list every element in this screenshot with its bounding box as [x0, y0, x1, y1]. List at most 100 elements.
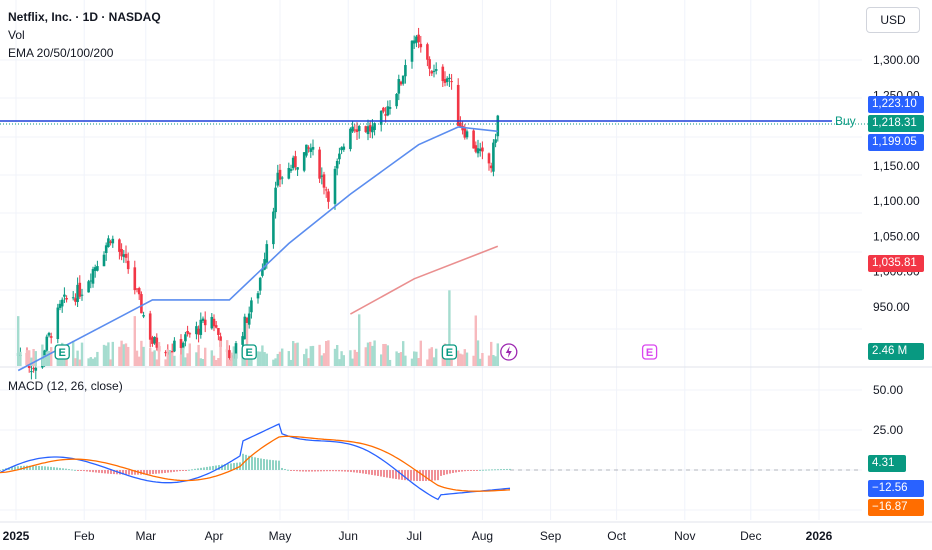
volume-bar — [281, 348, 284, 366]
macd-histogram-bar — [416, 470, 418, 481]
volume-bar — [318, 344, 321, 366]
candle-body — [58, 303, 62, 308]
macd-histogram-bar — [290, 470, 292, 471]
macd-histogram-bar — [197, 468, 199, 470]
volume-bar — [204, 347, 207, 366]
volume-bar — [94, 357, 97, 366]
candle-body — [93, 267, 97, 271]
candle-body — [386, 106, 390, 116]
candle-body — [47, 332, 51, 336]
buy-order-label[interactable]: Buy — [835, 114, 856, 128]
macd-histogram-bar — [14, 466, 16, 470]
volume-bar — [448, 290, 451, 366]
macd-histogram-bar — [146, 470, 148, 475]
macd-histogram-bar — [203, 467, 205, 470]
volume-bar — [384, 343, 387, 366]
macd-histogram-bar — [455, 470, 457, 473]
volume-bar — [17, 316, 20, 366]
volume-bar — [226, 340, 229, 366]
candle-body — [443, 79, 447, 83]
volume-bar — [364, 347, 367, 366]
volume-bar — [197, 344, 200, 366]
volume-bar — [47, 350, 51, 366]
ema-legend[interactable]: EMA 20/50/100/200 — [8, 46, 114, 60]
volume-bar — [325, 341, 328, 366]
candle-body — [364, 126, 368, 132]
macd-histogram-bar — [158, 470, 160, 474]
macd-histogram-bar — [383, 470, 385, 478]
candle-body — [186, 330, 189, 334]
macd-histogram-bar — [59, 467, 61, 470]
candle-body — [34, 367, 38, 371]
price-axis-tick: 1,050.00 — [873, 229, 920, 243]
macd-histogram-bar — [350, 470, 352, 473]
macd-legend[interactable]: MACD (12, 26, close) — [8, 379, 123, 393]
macd-histogram-bar — [113, 470, 115, 475]
macd-hist-badge: 4.31 — [868, 455, 906, 472]
macd-line-badge: −12.56 — [868, 480, 924, 497]
macd-histogram-bar — [344, 470, 346, 472]
volume-bar — [25, 350, 29, 366]
volume-legend[interactable]: Vol — [8, 28, 25, 42]
candle-body — [428, 59, 431, 69]
macd-histogram-bar — [236, 462, 238, 470]
candle-body — [43, 350, 46, 359]
macd-histogram-bar — [170, 470, 172, 473]
macd-histogram-bar — [50, 466, 52, 470]
candle-body — [463, 128, 467, 138]
macd-histogram-bar — [164, 470, 166, 473]
volume-bar — [494, 356, 497, 366]
volume-bar — [30, 357, 33, 366]
volume-bar — [151, 351, 154, 366]
candle-body — [371, 126, 374, 133]
volume-bar — [307, 358, 310, 366]
price-axis-tick: 1,300.00 — [873, 53, 920, 67]
candle-body — [412, 40, 416, 44]
macd-histogram-bar — [410, 470, 412, 481]
candle-body — [476, 148, 480, 154]
candle-body — [140, 294, 143, 314]
macd-histogram-bar — [248, 455, 250, 470]
macd-histogram-bar — [491, 469, 493, 471]
volume-bar — [261, 345, 264, 366]
candle-body — [340, 147, 343, 151]
volume-bar — [91, 358, 95, 366]
macd-histogram-bar — [308, 470, 310, 472]
candle-body — [397, 79, 401, 94]
candle-body — [120, 249, 123, 257]
macd-histogram-bar — [254, 457, 256, 470]
volume-bar — [461, 354, 464, 366]
candle-body — [426, 44, 429, 60]
candle-body — [199, 319, 203, 335]
candle-body — [214, 325, 218, 328]
volume-bar — [173, 355, 176, 366]
volume-bar — [135, 350, 139, 366]
volume-bar — [355, 351, 359, 366]
symbol-title[interactable]: Netflix, Inc. · 1D · NASDAQ — [8, 10, 161, 24]
macd-histogram-bar — [431, 470, 433, 481]
volume-bar — [157, 341, 161, 366]
currency-button[interactable]: USD — [866, 7, 920, 33]
candle-body — [256, 293, 260, 299]
macd-histogram-bar — [83, 470, 85, 472]
macd-histogram-bar — [395, 470, 397, 480]
candle-body — [307, 147, 310, 149]
macd-histogram-bar — [122, 470, 124, 475]
earnings-marker[interactable] — [54, 344, 70, 360]
future-earnings-marker[interactable] — [641, 344, 658, 360]
candle-body — [118, 239, 121, 252]
candle-body — [320, 175, 324, 177]
volume-bar — [333, 348, 337, 366]
earnings-marker[interactable] — [241, 344, 257, 360]
candle-body — [170, 351, 174, 354]
time-axis-label: Apr — [205, 529, 224, 543]
earnings-marker[interactable] — [441, 344, 458, 360]
macd-histogram-bar — [287, 469, 289, 471]
volume-bar — [413, 351, 416, 366]
candle-body — [335, 160, 339, 169]
future-earnings-glyph: E — [646, 347, 653, 359]
volume-bar — [327, 340, 330, 366]
volume-bar — [199, 358, 202, 366]
candle-body — [474, 145, 478, 152]
